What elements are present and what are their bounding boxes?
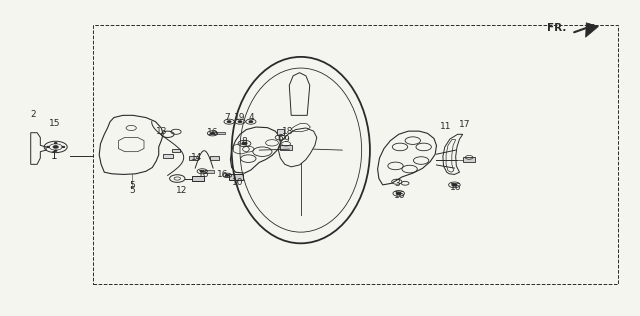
Circle shape: [227, 121, 231, 123]
Bar: [192, 176, 204, 181]
Bar: [210, 156, 219, 160]
Text: 9: 9: [284, 136, 289, 144]
Circle shape: [452, 184, 457, 186]
Text: 16: 16: [450, 183, 461, 192]
Text: 8: 8: [241, 137, 246, 146]
Circle shape: [47, 146, 49, 148]
Bar: [189, 156, 198, 160]
Circle shape: [225, 174, 229, 176]
Text: 13: 13: [156, 127, 167, 136]
Text: 1: 1: [51, 151, 58, 161]
Text: 14: 14: [191, 153, 203, 162]
Bar: [277, 129, 284, 135]
Text: 16: 16: [394, 191, 406, 200]
Circle shape: [54, 150, 57, 151]
Circle shape: [249, 121, 253, 123]
Text: 17: 17: [459, 120, 470, 129]
Text: 5: 5: [130, 181, 135, 190]
Text: 19: 19: [234, 113, 245, 122]
Circle shape: [54, 143, 57, 144]
Text: 6: 6: [278, 134, 283, 143]
Text: 4: 4: [249, 113, 254, 122]
Text: 2: 2: [31, 110, 36, 119]
Circle shape: [200, 170, 204, 172]
Text: FR.: FR.: [547, 23, 566, 33]
Text: 5: 5: [130, 186, 135, 195]
Text: 3: 3: [394, 179, 399, 188]
Text: 11: 11: [440, 122, 451, 131]
Bar: [163, 154, 173, 158]
Bar: [280, 145, 292, 150]
Circle shape: [211, 132, 214, 134]
Text: 12: 12: [176, 186, 188, 195]
Bar: [93, 25, 618, 284]
Bar: [229, 174, 243, 180]
Circle shape: [238, 121, 242, 123]
Bar: [214, 132, 225, 134]
Bar: [463, 157, 475, 162]
Circle shape: [396, 192, 401, 195]
Text: 16: 16: [207, 128, 218, 137]
Text: 7: 7: [225, 113, 230, 122]
Text: 18: 18: [282, 127, 293, 136]
Text: 15: 15: [49, 119, 61, 128]
Polygon shape: [586, 23, 598, 37]
Bar: [172, 149, 180, 152]
Text: 10: 10: [232, 178, 243, 187]
Circle shape: [242, 142, 247, 145]
Text: 16: 16: [198, 170, 209, 179]
Bar: [205, 170, 214, 173]
Text: 16: 16: [217, 170, 228, 179]
Circle shape: [62, 146, 65, 148]
Circle shape: [53, 146, 58, 148]
